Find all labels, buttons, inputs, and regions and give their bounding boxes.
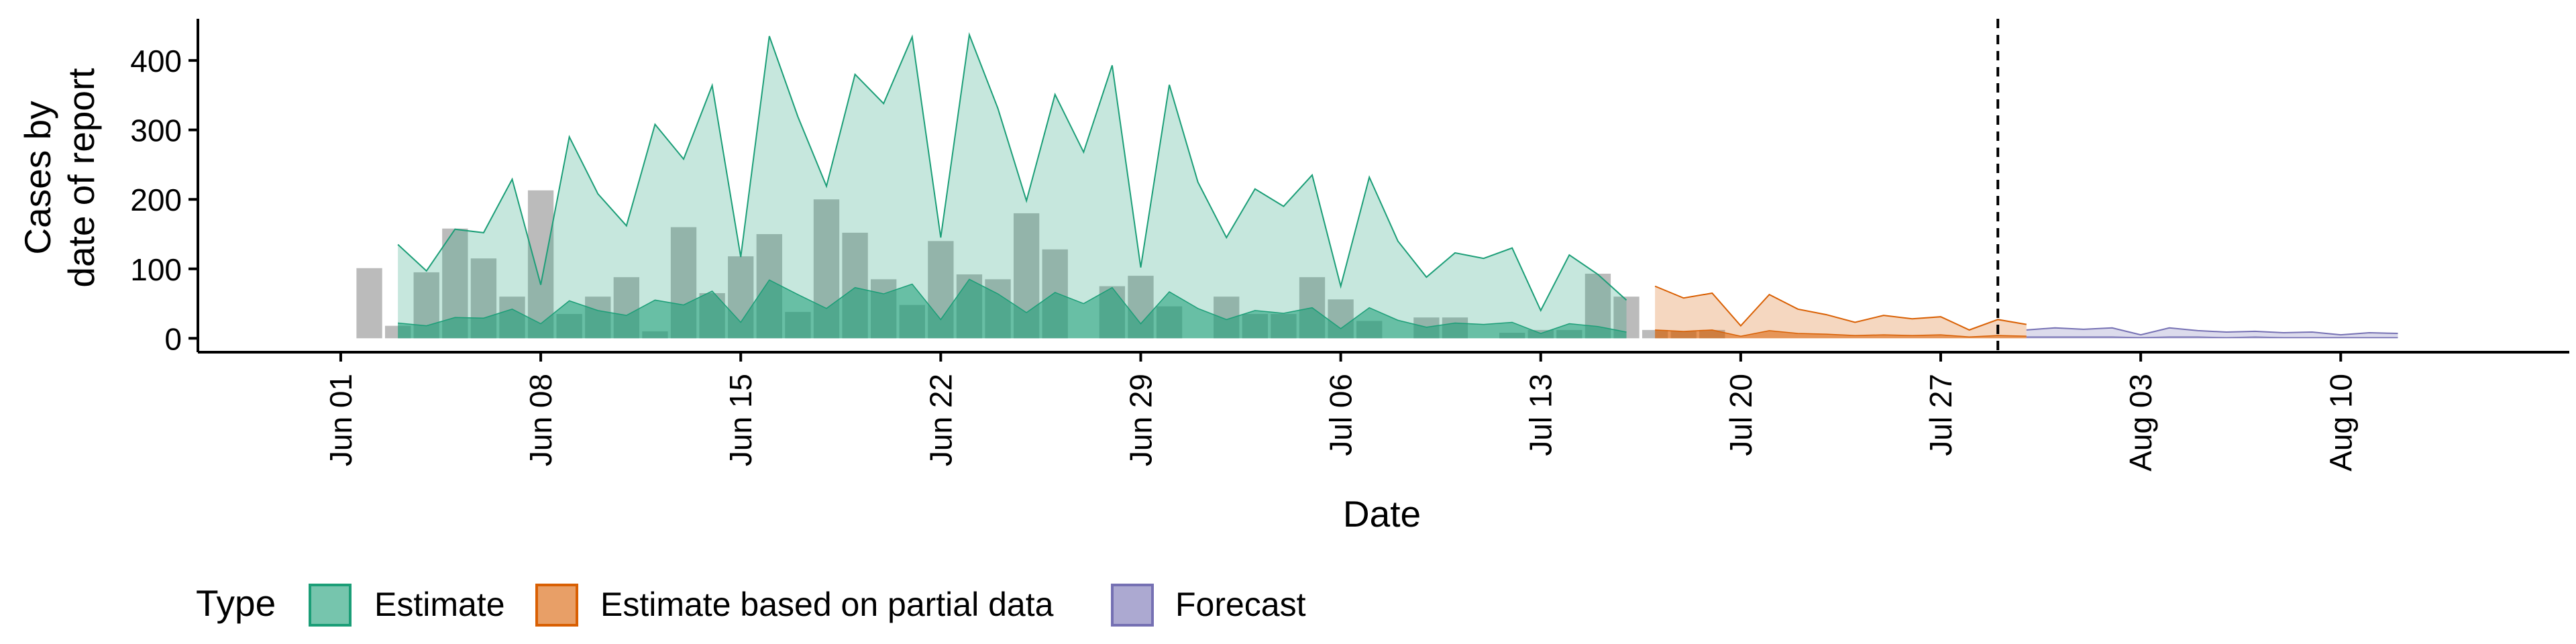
legend-key-partial (535, 584, 578, 627)
x-tick-label: Aug 03 (2123, 374, 2158, 472)
areas-layer (397, 32, 2398, 339)
y-tick-label: 200 (130, 182, 182, 217)
y-tick-label: 0 (164, 321, 182, 356)
y-tick-label: 100 (130, 252, 182, 287)
legend-key-forecast (1111, 584, 1154, 627)
upper-band (1655, 286, 2027, 339)
x-tick-label: Jun 08 (523, 374, 558, 466)
upper-band (398, 34, 1627, 339)
x-ticks: Jun 01 Jun 08 Jun 15 Jun 22 Jun 29 Jul 06 Jul … (323, 352, 2358, 472)
y-axis-label-line2: date of report (60, 68, 102, 287)
y-axis-label-line1: Cases by (17, 101, 58, 255)
legend-key-estimate (309, 584, 352, 627)
x-tick-label: Jun 22 (923, 374, 958, 466)
x-tick-label: Jul 27 (1923, 374, 1958, 456)
x-tick-label: Jul 20 (1723, 374, 1758, 456)
legend: Type Estimate Estimate based on partial … (196, 582, 1306, 627)
upper-line (1654, 285, 2027, 331)
y-tick-label: 400 (130, 44, 182, 78)
upper-line (2026, 327, 2398, 336)
lower-band (398, 279, 1627, 339)
lower-line (398, 278, 1627, 334)
x-tick-label: Aug 10 (2323, 374, 2358, 472)
legend-label-partial: Estimate based on partial data (600, 586, 1054, 623)
series-estimate (397, 32, 1627, 339)
legend-label-estimate: Estimate (374, 586, 505, 623)
upper-band (2026, 327, 2398, 339)
x-axis-label: Date (1343, 493, 1421, 535)
axes-layer (197, 19, 2569, 354)
y-ticks: 0 100 200 300 400 (130, 44, 198, 356)
upper-line (397, 32, 1627, 313)
lower-band (1655, 329, 2027, 339)
series-forecast (2026, 327, 2398, 339)
x-tick-label: Jul 06 (1324, 374, 1358, 456)
x-tick-label: Jul 13 (1523, 374, 1558, 456)
legend-title: Type (196, 582, 276, 624)
x-tick-label: Jun 15 (723, 374, 758, 466)
bar (527, 190, 554, 339)
lower-line (1655, 329, 2027, 337)
x-tick-label: Jun 01 (323, 374, 358, 466)
legend-label-forecast: Forecast (1175, 586, 1306, 623)
series-estimate-based-on-partial-data (1654, 285, 2027, 339)
x-tick-label: Jun 29 (1123, 374, 1158, 466)
y-tick-label: 300 (130, 113, 182, 148)
bar (356, 268, 382, 339)
